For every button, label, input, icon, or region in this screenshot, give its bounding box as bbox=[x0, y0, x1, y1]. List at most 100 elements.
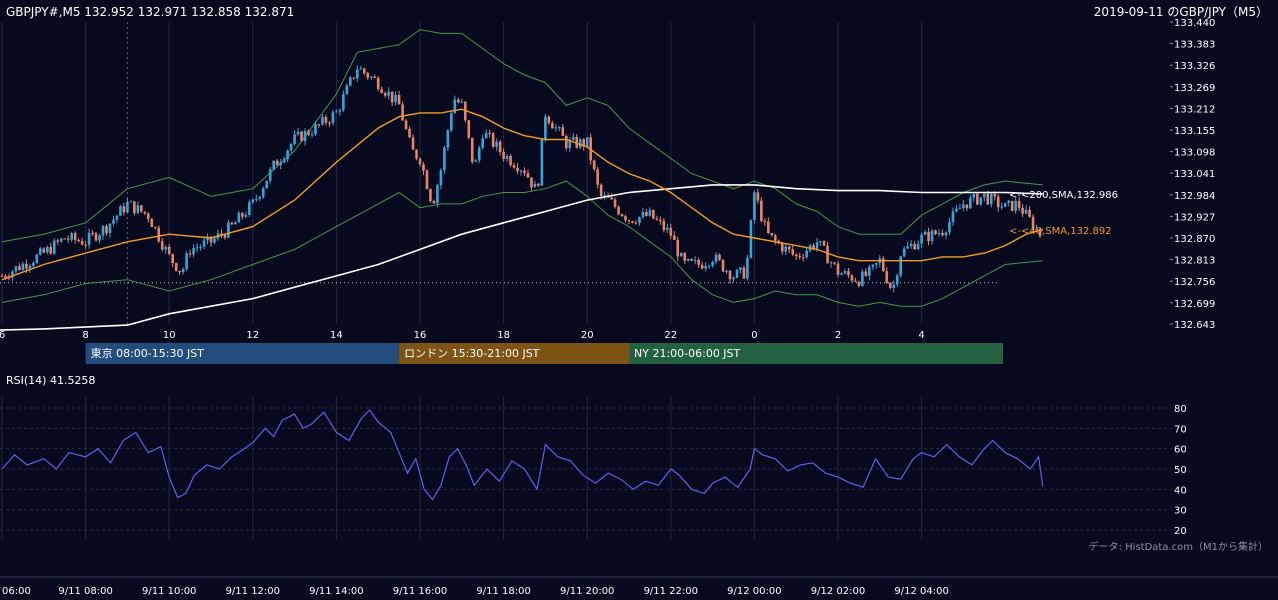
candle-body-234 bbox=[815, 242, 819, 249]
candle-body-243 bbox=[847, 271, 850, 276]
candle-body-198 bbox=[690, 258, 693, 261]
candle-body-225 bbox=[784, 246, 788, 252]
candle-body-144 bbox=[502, 151, 505, 159]
rsi-title: RSI(14) 41.5258 bbox=[6, 374, 95, 387]
session-bar-2 bbox=[629, 343, 1003, 364]
candle-body-132 bbox=[460, 101, 464, 103]
candle-body-90 bbox=[314, 124, 317, 135]
candle-body-276 bbox=[962, 204, 965, 209]
candle-body-59 bbox=[206, 236, 209, 241]
candle-body-228 bbox=[794, 254, 798, 257]
candle-body-42 bbox=[147, 213, 150, 219]
price-tick-label-4: 133.212 bbox=[1174, 104, 1215, 115]
candle-body-146 bbox=[509, 155, 512, 166]
candle-body-125 bbox=[436, 185, 439, 204]
candle-body-161 bbox=[561, 127, 565, 137]
candle-body-114 bbox=[397, 95, 401, 105]
candle-body-213 bbox=[742, 267, 746, 279]
sma200-line bbox=[0, 184, 1043, 331]
price-tick-label-1: 133.383 bbox=[1174, 40, 1215, 51]
candle-body-159 bbox=[554, 127, 558, 129]
candle-body-1 bbox=[4, 276, 7, 278]
candle-body-152 bbox=[530, 177, 533, 188]
session-label-2: NY 21:00-06:00 JST bbox=[634, 347, 741, 360]
time-tick-label-2: 10 bbox=[163, 330, 176, 341]
candle-body-214 bbox=[746, 257, 749, 279]
candle-body-187 bbox=[652, 209, 655, 219]
candle-body-134 bbox=[467, 120, 471, 138]
candle-body-164 bbox=[571, 137, 575, 140]
candle-body-150 bbox=[523, 170, 526, 174]
candle-body-84 bbox=[293, 134, 296, 144]
candle-body-149 bbox=[519, 170, 523, 172]
candle-body-263 bbox=[916, 243, 920, 250]
candle-body-80 bbox=[279, 162, 282, 166]
price-tick-label-9: 132.927 bbox=[1174, 212, 1215, 223]
candle-body-49 bbox=[171, 254, 174, 264]
rsi-tick-label-2: 60 bbox=[1174, 445, 1187, 456]
time-tick-label-4: 14 bbox=[330, 330, 343, 341]
candle-body-118 bbox=[411, 137, 415, 150]
candle-body-176 bbox=[613, 199, 617, 207]
candle-body-197 bbox=[686, 258, 690, 261]
candle-body-32 bbox=[112, 219, 115, 224]
candle-body-52 bbox=[181, 269, 185, 273]
price-tick-label-12: 132.756 bbox=[1174, 277, 1215, 288]
candle-body-269 bbox=[937, 232, 941, 235]
candle-body-191 bbox=[666, 227, 669, 230]
candle-body-183 bbox=[638, 217, 641, 224]
time-tick-label-10: 2 bbox=[835, 330, 841, 341]
candle-body-38 bbox=[133, 201, 136, 214]
candle-body-82 bbox=[286, 150, 289, 159]
datetime-tick-label-3: 9/11 12:00 bbox=[226, 586, 280, 597]
candle-body-153 bbox=[533, 183, 537, 188]
candle-body-246 bbox=[857, 281, 861, 286]
candle-body-106 bbox=[369, 76, 373, 78]
datetime-tick-label-9: 9/12 00:00 bbox=[727, 586, 781, 597]
candle-body-78 bbox=[272, 160, 275, 170]
candle-body-123 bbox=[429, 189, 432, 202]
candle-body-95 bbox=[331, 112, 335, 123]
candle-body-189 bbox=[659, 219, 662, 221]
candle-body-88 bbox=[307, 130, 310, 135]
candle-body-217 bbox=[756, 192, 760, 201]
candle-body-286 bbox=[996, 196, 1000, 208]
candle-body-151 bbox=[526, 173, 530, 178]
candle-body-274 bbox=[955, 208, 958, 212]
candle-body-219 bbox=[763, 221, 767, 223]
candle-body-181 bbox=[631, 221, 634, 223]
price-tick-label-5: 133.155 bbox=[1174, 126, 1215, 137]
candle-body-48 bbox=[167, 246, 171, 255]
candle-body-60 bbox=[209, 236, 213, 243]
price-tick-label-10: 132.870 bbox=[1174, 234, 1215, 245]
candle-body-267 bbox=[930, 230, 934, 242]
candle-body-40 bbox=[140, 205, 143, 212]
rsi-line bbox=[1, 409, 1044, 501]
candle-body-93 bbox=[324, 116, 328, 123]
candle-body-188 bbox=[655, 218, 659, 220]
candle-body-8 bbox=[28, 265, 32, 269]
candle-body-280 bbox=[976, 193, 979, 205]
candle-body-25 bbox=[87, 233, 91, 245]
candle-body-208 bbox=[725, 270, 728, 272]
candle-body-235 bbox=[819, 241, 822, 243]
candle-body-143 bbox=[498, 141, 502, 152]
datetime-tick-label-0: 06:00 bbox=[2, 586, 31, 597]
candle-body-128 bbox=[446, 130, 450, 148]
candle-body-182 bbox=[634, 222, 638, 224]
candle-body-6 bbox=[21, 263, 25, 270]
candle-body-220 bbox=[767, 221, 770, 234]
candle-body-96 bbox=[335, 111, 338, 113]
candle-body-258 bbox=[899, 256, 902, 276]
candle-body-139 bbox=[484, 133, 488, 139]
candle-body-154 bbox=[537, 183, 540, 186]
candle-body-215 bbox=[749, 220, 753, 258]
candle-body-218 bbox=[760, 200, 763, 222]
candle-body-87 bbox=[303, 130, 307, 142]
datetime-tick-label-7: 9/11 20:00 bbox=[560, 586, 614, 597]
candle-body-171 bbox=[596, 169, 599, 185]
candle-body-110 bbox=[383, 92, 387, 96]
chart-header-symbol: GBPJPY#,M5 132.952 132.971 132.858 132.8… bbox=[6, 5, 294, 19]
candle-body-148 bbox=[516, 167, 519, 172]
candle-body-86 bbox=[300, 131, 303, 142]
